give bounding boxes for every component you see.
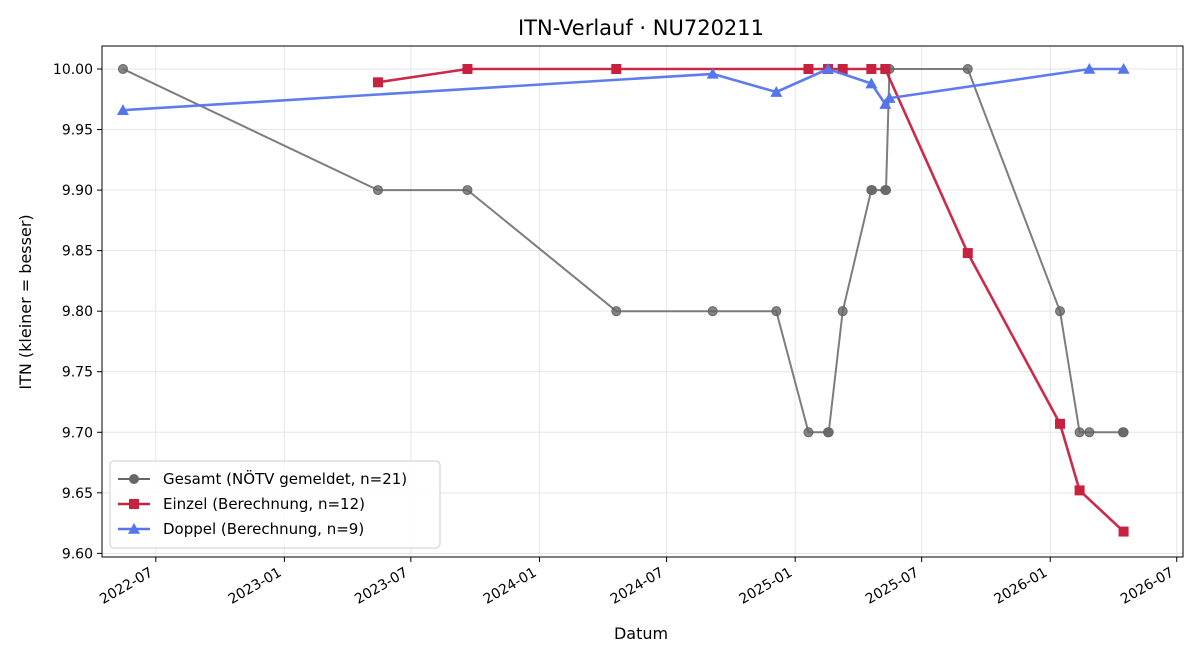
x-tick-label: 2026-01 [992,565,1051,608]
legend-marker-gesamt [129,474,139,484]
data-point-gesamt [1074,427,1085,438]
legend-marker-einzel [129,499,139,509]
data-point-gesamt [707,306,718,317]
data-point-gesamt [803,427,814,438]
legend-item-doppel: Doppel (Berechnung, n=9) [118,520,364,538]
series-layer [116,63,1130,537]
data-point-gesamt [962,64,973,75]
data-point-einzel [462,64,473,75]
x-axis: 2022-07 2023-01 2023-07 2024-01 2024-07 2025-… [97,557,1178,608]
series-line-doppel [122,67,1124,112]
data-point-gesamt [373,185,384,196]
data-point-einzel [866,64,877,75]
data-point-gesamt [867,185,878,196]
data-point-doppel [116,104,129,115]
data-point-gesamt [611,306,622,317]
data-point-einzel [803,64,814,75]
y-tick-label: 9.60 [62,546,93,562]
data-point-doppel [1117,63,1130,74]
series-doppel [116,63,1130,115]
y-tick-label: 9.75 [62,365,93,381]
chart-title: ITN-Verlauf · NU720211 [518,16,764,40]
data-point-einzel [373,77,384,88]
data-point-doppel [770,86,783,97]
data-point-doppel [1083,63,1096,74]
y-tick-label: 9.80 [62,304,93,320]
data-point-doppel [865,77,878,89]
data-point-gesamt [462,185,473,196]
legend-item-einzel: Einzel (Berechnung, n=12) [118,495,365,513]
x-tick-label: 2025-01 [737,565,796,608]
data-point-gesamt [881,185,892,196]
data-point-gesamt [823,427,834,438]
data-point-gesamt [1055,306,1066,317]
plot-frame [101,45,1184,558]
data-point-gesamt [1084,427,1095,438]
x-tick-label: 2023-07 [352,565,411,608]
legend-marker-doppel [128,523,140,534]
data-point-einzel [837,64,848,75]
data-point-einzel [611,64,622,75]
series-gesamt [117,64,1129,438]
x-axis-label: Datum [614,624,668,643]
data-point-einzel [880,64,891,75]
legend-label-einzel: Einzel (Berechnung, n=12) [163,495,365,513]
data-point-einzel [1074,485,1085,496]
data-point-doppel [883,92,896,103]
legend-label-gesamt: Gesamt (NÖTV gemeldet, n=21) [163,469,407,488]
data-point-einzel [1118,526,1129,537]
legend-box [109,460,441,549]
data-point-doppel [879,98,892,109]
data-point-doppel [822,63,835,74]
y-axis-label: ITN (kleiner = besser) [16,214,35,389]
x-tick-label: 2023-01 [226,565,285,608]
series-line-einzel [377,67,1125,533]
y-axis: 9.60 9.65 9.70 9.75 9.80 9.85 9.90 9.95 10.00 [53,62,102,562]
legend-label-doppel: Doppel (Berechnung, n=9) [163,520,364,538]
x-tick-label: 2022-07 [97,565,156,608]
data-point-einzel [962,248,973,259]
data-point-gesamt [117,64,128,75]
series-einzel [373,64,1129,537]
legend: Gesamt (NÖTV gemeldet, n=21) Einzel (Bere… [109,460,441,549]
x-tick-label: 2024-01 [481,565,540,608]
y-tick-label: 10.00 [53,62,93,78]
data-point-gesamt [771,306,782,317]
data-point-gesamt [837,306,848,317]
y-tick-label: 9.95 [62,123,93,139]
x-tick-label: 2025-07 [863,565,922,608]
x-tick-label: 2026-07 [1118,565,1177,608]
x-tick-label: 2024-07 [608,565,667,608]
y-tick-label: 9.85 [62,244,93,260]
legend-item-gesamt: Gesamt (NÖTV gemeldet, n=21) [118,469,407,488]
data-point-gesamt [1118,427,1129,438]
data-point-doppel [706,67,719,79]
y-tick-label: 9.70 [62,425,93,441]
y-tick-label: 9.65 [62,486,93,502]
y-tick-label: 9.90 [62,183,93,199]
data-point-einzel [1055,418,1066,429]
